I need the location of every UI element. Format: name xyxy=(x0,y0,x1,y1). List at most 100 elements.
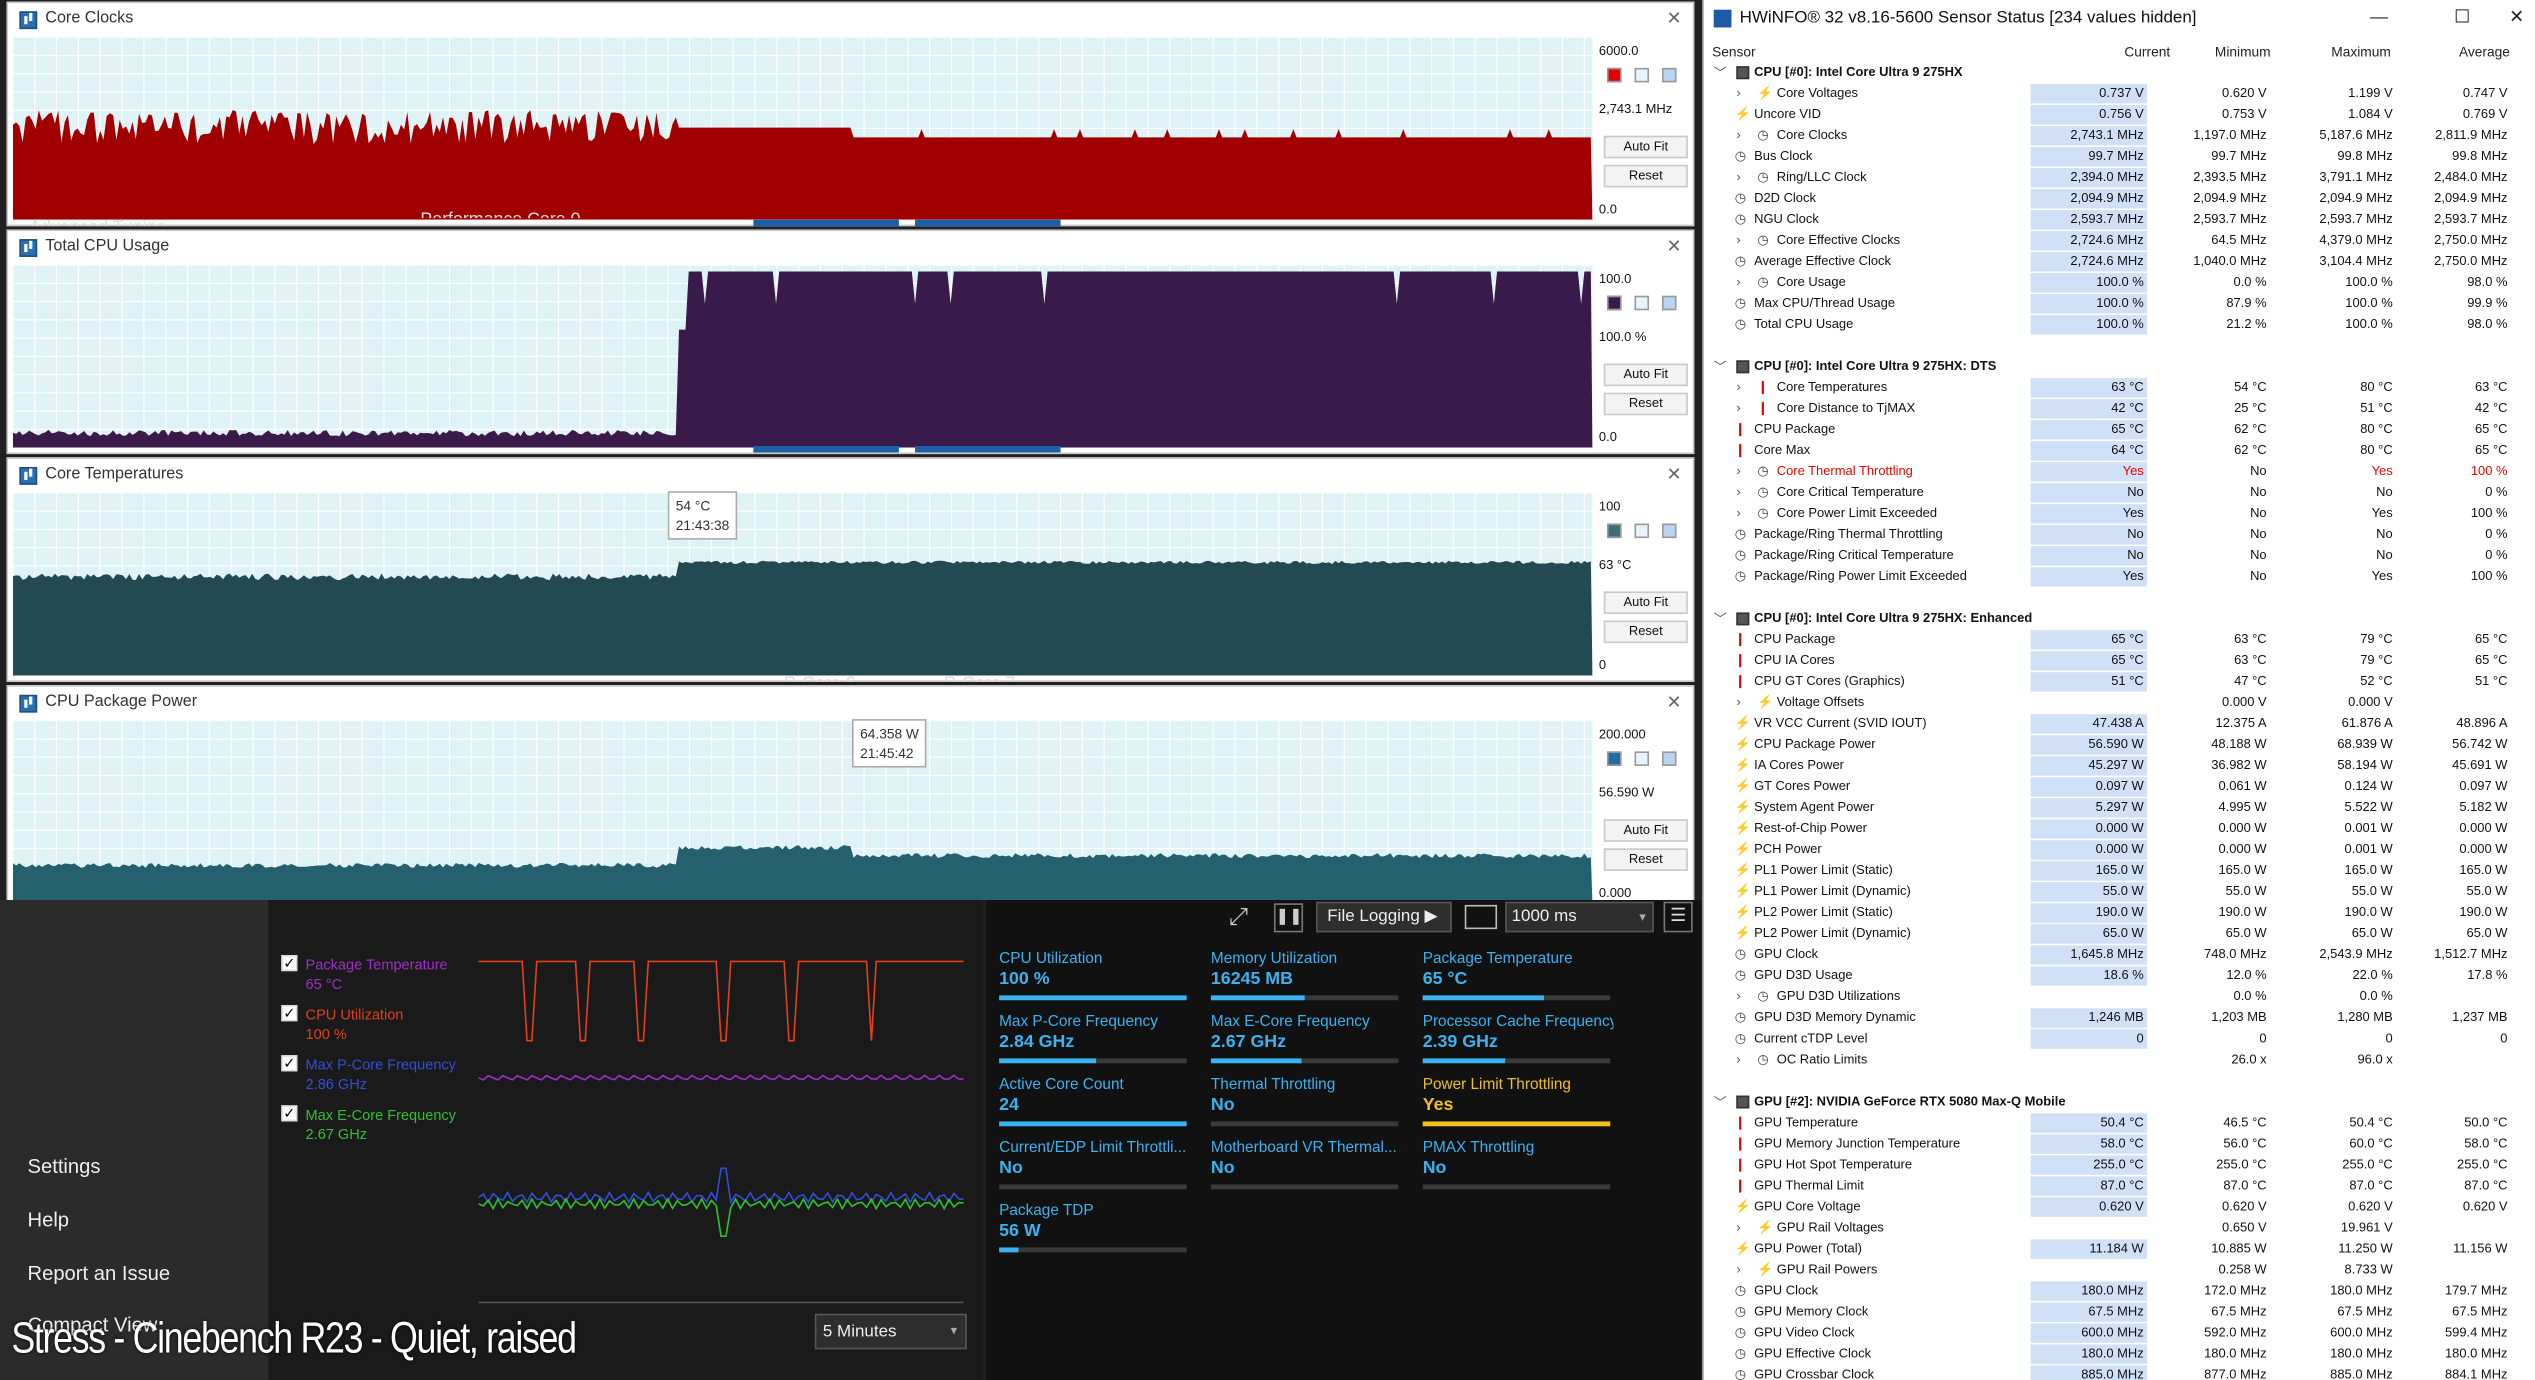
sensor-row[interactable]: › ◷ Core Power Limit Exceeded Yes No Yes 100 % xyxy=(1704,504,2535,525)
sensor-row[interactable]: ⚡ Rest-of-Chip Power 0.000 W 0.000 W 0.001 W… xyxy=(1704,819,2535,840)
sensor-row[interactable]: › ◷ Core Thermal Throttling Yes No Yes 100 % xyxy=(1704,462,2535,483)
sensor-row[interactable]: › ◷ Core Effective Clocks 2,724.6 MHz 64.5 M… xyxy=(1704,231,2535,252)
sensor-row[interactable]: ⚡ PCH Power 0.000 W 0.000 W 0.001 W 0.000 W xyxy=(1704,840,2535,861)
sensor-row[interactable]: ⚡ GPU Core Voltage 0.620 V 0.620 V 0.620 V 0.… xyxy=(1704,1197,2535,1218)
minimize-icon[interactable]: — xyxy=(2370,8,2388,28)
maximize-icon[interactable]: ☐ xyxy=(2454,8,2471,28)
sensor-row[interactable]: ⚡ GT Cores Power 0.097 W 0.061 W 0.124 W 0.09… xyxy=(1704,777,2535,798)
close-icon[interactable]: ✕ xyxy=(1666,693,1682,713)
swatch-alt[interactable] xyxy=(1634,295,1650,311)
sensor-row[interactable]: › ◷ OC Ratio Limits 26.0 x 96.0 x xyxy=(1704,1050,2535,1071)
sensor-row[interactable]: ◷ Max CPU/Thread Usage 100.0 % 87.9 % 100.0 … xyxy=(1704,294,2535,315)
sensor-row[interactable]: ◷ Average Effective Clock 2,724.6 MHz 1,040… xyxy=(1704,252,2535,273)
sensor-row[interactable]: ◷ GPU Memory Clock 67.5 MHz 67.5 MHz 67.5 MH… xyxy=(1704,1302,2535,1323)
expand-icon[interactable]: › xyxy=(1736,127,1741,143)
interval-select[interactable]: 1000 ms ▾ xyxy=(1505,901,1654,933)
sensor-row[interactable]: ❙ CPU Package 65 °C 62 °C 80 °C 65 °C xyxy=(1704,420,2535,441)
file-logging-button[interactable]: File Logging ▶ xyxy=(1315,901,1452,933)
sensor-row[interactable]: ◷ GPU Video Clock 600.0 MHz 592.0 MHz 600.0 … xyxy=(1704,1323,2535,1344)
expand-icon[interactable]: › xyxy=(1736,484,1741,500)
sensor-row[interactable]: ◷ Total CPU Usage 100.0 % 21.2 % 100.0 % 98.0… xyxy=(1704,315,2535,336)
sensor-row[interactable]: › ⚡ Core Voltages 0.737 V 0.620 V 1.199 V 0.74… xyxy=(1704,84,2535,105)
sensor-group-row[interactable]: ﹀ GPU [#2]: NVIDIA GeForce RTX 5080 Max-Q… xyxy=(1704,1092,2535,1113)
reset-button[interactable]: Reset xyxy=(1603,164,1688,188)
sensor-group-row[interactable]: ﹀ CPU [#0]: Intel Core Ultra 9 275HX: DTS xyxy=(1704,357,2535,378)
sensor-row[interactable]: ⚡ PL1 Power Limit (Static) 165.0 W 165.0 W 1… xyxy=(1704,861,2535,882)
sensor-row[interactable]: ◷ GPU D3D Usage 18.6 % 12.0 % 22.0 % 17.8 % xyxy=(1704,966,2535,987)
nav-help[interactable]: Help xyxy=(27,1208,70,1232)
collapse-icon[interactable]: ﹀ xyxy=(1713,1095,1727,1111)
expand-icon[interactable]: › xyxy=(1736,463,1741,479)
sensor-row[interactable]: ❙ Core Max 64 °C 62 °C 80 °C 65 °C xyxy=(1704,441,2535,462)
sensor-row[interactable]: › ◷ GPU D3D Utilizations 0.0 % 0.0 % xyxy=(1704,987,2535,1008)
sensor-row[interactable]: ⚡ CPU Package Power 56.590 W 48.188 W 68.939… xyxy=(1704,735,2535,756)
col-maximum[interactable]: Maximum xyxy=(2331,43,2391,60)
close-icon[interactable]: ✕ xyxy=(1666,465,1682,485)
sensor-row[interactable]: ⚡ GPU Power (Total) 11.184 W 10.885 W 11.250… xyxy=(1704,1239,2535,1260)
swatch-alt[interactable] xyxy=(1661,67,1677,83)
sensor-row[interactable]: ⚡ VR VCC Current (SVID IOUT) 47.438 A 12.37… xyxy=(1704,714,2535,735)
color-swatch[interactable] xyxy=(1606,295,1622,311)
sensor-row[interactable]: › ⚡ Voltage Offsets 0.000 V 0.000 V xyxy=(1704,693,2535,714)
sensor-row[interactable]: ⚡ System Agent Power 5.297 W 4.995 W 5.522 W… xyxy=(1704,798,2535,819)
sensor-row[interactable]: ◷ Package/Ring Thermal Throttling No No No 0 … xyxy=(1704,525,2535,546)
col-minimum[interactable]: Minimum xyxy=(2214,43,2271,60)
expand-icon[interactable]: › xyxy=(1736,169,1741,185)
sensor-row[interactable]: ⚡ IA Cores Power 45.297 W 36.982 W 58.194 W 4… xyxy=(1704,756,2535,777)
swatch-alt[interactable] xyxy=(1634,751,1650,766)
pause-button[interactable]: ❚❚ xyxy=(1273,903,1304,933)
color-swatch[interactable] xyxy=(1606,67,1622,83)
expand-icon[interactable]: › xyxy=(1736,1051,1741,1067)
fullscreen-icon[interactable]: ⤢ xyxy=(1228,903,1249,931)
expand-icon[interactable]: › xyxy=(1736,505,1741,521)
sensor-row[interactable]: ❙ CPU Package 65 °C 63 °C 79 °C 65 °C xyxy=(1704,630,2535,651)
reset-button[interactable]: Reset xyxy=(1603,392,1688,416)
sensor-row[interactable]: ◷ D2D Clock 2,094.9 MHz 2,094.9 MHz 2,094.9 … xyxy=(1704,189,2535,210)
menu-icon[interactable]: ☰ xyxy=(1663,901,1693,933)
swatch-alt[interactable] xyxy=(1661,523,1677,539)
collapse-icon[interactable]: ﹀ xyxy=(1713,360,1727,375)
col-current[interactable]: Current xyxy=(2124,43,2171,60)
swatch-alt[interactable] xyxy=(1634,67,1650,83)
nav-settings[interactable]: Settings xyxy=(27,1155,101,1178)
swatch-alt[interactable] xyxy=(1661,295,1677,311)
collapse-icon[interactable]: ﹀ xyxy=(1713,612,1727,627)
color-swatch[interactable] xyxy=(1606,523,1622,539)
close-icon[interactable]: ✕ xyxy=(1666,237,1682,257)
sensor-row[interactable]: ◷ GPU Effective Clock 180.0 MHz 180.0 MHz 18… xyxy=(1704,1344,2535,1365)
sensor-row[interactable]: ❙ CPU IA Cores 65 °C 63 °C 79 °C 65 °C xyxy=(1704,651,2535,672)
sensor-row[interactable]: › ❙ Core Distance to TjMAX 42 °C 25 °C 51 °C 4… xyxy=(1704,399,2535,420)
col-sensor[interactable]: Sensor xyxy=(1712,43,1756,60)
sensor-row[interactable]: ❙ GPU Memory Junction Temperature 58.0 °C 5… xyxy=(1704,1134,2535,1155)
sensor-row[interactable]: ◷ GPU Crossbar Clock 885.0 MHz 877.0 MHz 885… xyxy=(1704,1365,2535,1380)
sensor-row[interactable]: ◷ GPU Clock 1,645.8 MHz 748.0 MHz 2,543.9 MH… xyxy=(1704,945,2535,966)
timerange-select[interactable]: 5 Minutes ▾ xyxy=(814,1313,967,1350)
checkbox-checked-icon[interactable]: ✓ xyxy=(281,1055,298,1072)
sensor-row[interactable]: ◷ GPU Clock 180.0 MHz 172.0 MHz 180.0 MHz 179… xyxy=(1704,1281,2535,1302)
close-icon[interactable]: ✕ xyxy=(1666,9,1682,30)
sensor-row[interactable]: ◷ Package/Ring Critical Temperature No No No… xyxy=(1704,546,2535,567)
expand-icon[interactable]: › xyxy=(1736,1262,1741,1277)
sensor-row[interactable]: › ❙ Core Temperatures 63 °C 54 °C 80 °C 63 °C xyxy=(1704,378,2535,399)
reset-button[interactable]: Reset xyxy=(1603,848,1688,871)
sensor-row[interactable]: ❙ CPU GT Cores (Graphics) 51 °C 47 °C 52 °C 5… xyxy=(1704,672,2535,693)
sensor-row[interactable]: ⚡ Uncore VID 0.756 V 0.753 V 1.084 V 0.769 V xyxy=(1704,105,2535,126)
sensor-group-row[interactable]: ﹀ CPU [#0]: Intel Core Ultra 9 275HX: Enh… xyxy=(1704,609,2535,630)
sensor-row[interactable]: ◷ Bus Clock 99.7 MHz 99.7 MHz 99.8 MHz 99.8 M… xyxy=(1704,147,2535,168)
sensor-row[interactable]: › ◷ Core Clocks 2,743.1 MHz 1,197.0 MHz 5,187… xyxy=(1704,126,2535,147)
sensor-row[interactable]: ⚡ PL2 Power Limit (Static) 190.0 W 190.0 W 1… xyxy=(1704,903,2535,924)
sensor-row[interactable]: ⚡ PL2 Power Limit (Dynamic) 65.0 W 65.0 W 65… xyxy=(1704,924,2535,945)
expand-icon[interactable]: › xyxy=(1736,274,1741,290)
expand-icon[interactable]: › xyxy=(1736,1220,1741,1235)
sensor-row[interactable]: › ◷ Ring/LLC Clock 2,394.0 MHz 2,393.5 MHz 3,… xyxy=(1704,168,2535,189)
expand-icon[interactable]: › xyxy=(1736,379,1741,395)
col-average[interactable]: Average xyxy=(2459,43,2510,60)
checkbox-checked-icon[interactable]: ✓ xyxy=(281,954,298,972)
sensor-row[interactable]: ◷ Current cTDP Level 0 0 0 0 xyxy=(1704,1029,2535,1050)
swatch-alt[interactable] xyxy=(1661,751,1677,766)
nav-compact-view[interactable]: Compact View xyxy=(27,1313,158,1337)
sensor-row[interactable]: › ◷ Core Critical Temperature No No No 0 % xyxy=(1704,483,2535,504)
sensor-row[interactable]: ❙ GPU Temperature 50.4 °C 46.5 °C 50.4 °C 50.… xyxy=(1704,1113,2535,1134)
swatch-alt[interactable] xyxy=(1634,523,1650,539)
sensor-group-row[interactable]: ﹀ CPU [#0]: Intel Core Ultra 9 275HX xyxy=(1704,63,2535,84)
